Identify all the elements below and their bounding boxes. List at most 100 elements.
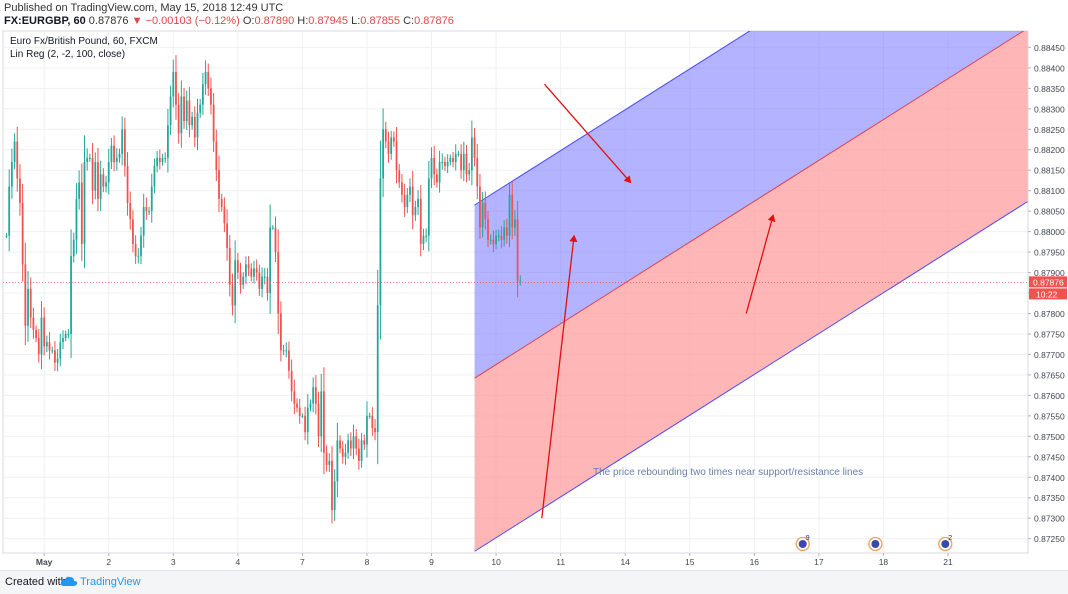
price-tick-label: 0.87700 xyxy=(1034,350,1065,360)
candle-body xyxy=(253,268,255,277)
price-tick-label: 0.88350 xyxy=(1034,84,1065,94)
price-tick-label: 0.87450 xyxy=(1034,452,1065,462)
candle-body xyxy=(414,207,417,216)
candle-body xyxy=(481,202,484,228)
legend-indicator[interactable]: Lin Reg (2, -2, 100, close) xyxy=(10,49,125,60)
candle-body xyxy=(59,342,62,359)
time-tick-label: 15 xyxy=(685,557,695,567)
time-tick-label: 4 xyxy=(235,557,240,567)
candle-body xyxy=(374,428,376,433)
candlestick-series xyxy=(5,55,522,524)
candle-body xyxy=(433,157,436,175)
candle-body xyxy=(331,460,333,511)
candle-body xyxy=(427,178,430,236)
channel-lower-line xyxy=(474,200,1028,552)
candle-body xyxy=(484,202,487,220)
candle-body xyxy=(132,219,134,244)
candle-body xyxy=(148,211,150,213)
candle-body xyxy=(341,448,344,457)
price-tick-label: 0.88200 xyxy=(1034,145,1065,155)
trend-arrow xyxy=(541,234,578,519)
candle-body xyxy=(99,174,102,199)
price-tick-label: 0.88250 xyxy=(1034,125,1065,135)
price-tick-label: 0.87350 xyxy=(1034,493,1065,503)
candle-body xyxy=(242,276,245,285)
time-tick-label: 2 xyxy=(106,557,111,567)
candle-body xyxy=(110,145,113,163)
candle-body xyxy=(503,227,506,240)
candle-body xyxy=(454,153,457,163)
candle-body xyxy=(150,186,153,212)
candle-body xyxy=(129,202,132,220)
candle-body xyxy=(180,96,183,134)
candle-body xyxy=(419,198,422,244)
price-tick-label: 0.87950 xyxy=(1034,248,1065,258)
candle-body xyxy=(462,153,465,171)
candle-body xyxy=(382,129,384,179)
candle-body xyxy=(422,235,425,244)
candle-body xyxy=(395,141,398,171)
candle-body xyxy=(223,207,226,224)
candle-body xyxy=(161,157,164,163)
candle-body xyxy=(153,166,156,187)
candle-body xyxy=(167,125,169,158)
legend-title: Euro Fx/British Pound, 60, FXCM xyxy=(10,36,158,47)
candle-body xyxy=(204,71,207,85)
candle-body xyxy=(16,141,19,179)
candle-body xyxy=(387,141,390,154)
last-price-tag-label: 0.87876 xyxy=(1033,277,1064,287)
candle-body xyxy=(188,100,191,126)
candle-body xyxy=(199,104,202,113)
candle-body xyxy=(492,239,495,244)
time-tick-label: May xyxy=(36,557,53,567)
candle-body xyxy=(177,104,180,134)
candle-body xyxy=(366,415,368,445)
candle-body xyxy=(169,96,172,126)
candle-body xyxy=(105,182,107,187)
candle-body xyxy=(21,202,24,265)
time-tick-label: 7 xyxy=(300,557,305,567)
candle-body xyxy=(137,256,140,258)
candle-body xyxy=(306,407,309,433)
countdown-label: 10:22 xyxy=(1036,289,1058,299)
candle-body xyxy=(371,415,374,429)
chart-legend: Euro Fx/British Pound, 60, FXCM Lin Reg … xyxy=(10,36,158,60)
candle-body xyxy=(333,481,336,511)
candle-body xyxy=(78,182,81,199)
time-tick-label: 21 xyxy=(943,557,953,567)
candle-body xyxy=(473,137,476,158)
candle-body xyxy=(368,415,371,417)
price-tick-label: 0.87650 xyxy=(1034,370,1065,380)
tradingview-brand[interactable]: TradingView xyxy=(80,576,141,588)
candle-body xyxy=(293,391,296,404)
price-tick-label: 0.87300 xyxy=(1034,514,1065,524)
candle-body xyxy=(468,170,471,175)
candle-body xyxy=(234,260,237,306)
candle-body xyxy=(411,186,414,216)
candle-body xyxy=(10,162,13,187)
candle-body xyxy=(207,71,210,89)
candle-body xyxy=(277,252,280,314)
candle-body xyxy=(164,157,167,159)
candle-body xyxy=(45,342,48,347)
price-tick-label: 0.87800 xyxy=(1034,309,1065,319)
price-tick-label: 0.87750 xyxy=(1034,329,1065,339)
candle-body xyxy=(514,219,516,228)
candle-body xyxy=(452,157,454,163)
candle-body xyxy=(86,157,89,163)
candle-body xyxy=(441,162,444,164)
open-label: O: xyxy=(242,15,255,27)
candle-body xyxy=(8,186,11,236)
candle-body xyxy=(296,403,298,408)
candle-body xyxy=(236,260,239,273)
candle-body xyxy=(102,174,105,187)
candle-body xyxy=(67,333,70,335)
candle-body xyxy=(279,313,282,351)
event-marker-dot xyxy=(941,540,950,548)
price-tick-label: 0.87900 xyxy=(1034,268,1065,278)
candle-body xyxy=(487,219,489,240)
symbol-label: FX:EURGBP, 60 xyxy=(4,15,86,27)
event-marker-dot xyxy=(871,540,880,548)
candle-body xyxy=(403,194,406,208)
